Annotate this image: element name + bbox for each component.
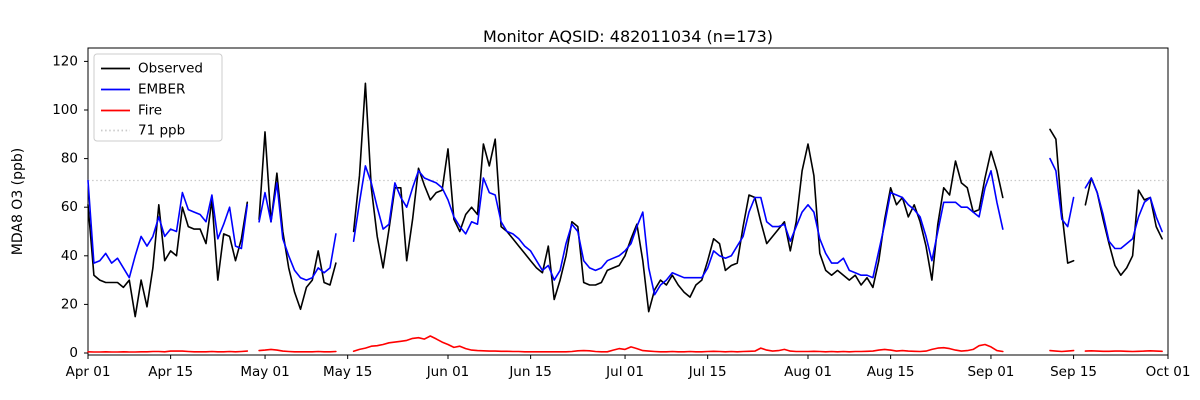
observed-line (87, 82, 1163, 318)
chart-title: Monitor AQSID: 482011034 (n=173) (482, 27, 774, 46)
x-tick-label: Jul 15 (688, 364, 727, 380)
y-tick-label: 40 (61, 248, 78, 264)
x-tick-label: Sep 01 (967, 364, 1014, 380)
x-tick-label: Jul 01 (605, 364, 644, 380)
x-tick-label: Apr 01 (66, 364, 111, 380)
fire-line (87, 335, 1163, 353)
x-tick-label: Aug 15 (867, 364, 915, 380)
x-tick-label: Apr 15 (148, 364, 193, 380)
y-tick-label: 0 (69, 345, 78, 361)
x-tick-label: May 01 (240, 364, 289, 380)
x-tick-label: Aug 01 (784, 364, 832, 380)
x-tick-label: Jun 15 (508, 364, 552, 380)
legend-label-observed: Observed (138, 61, 203, 77)
legend-label-ember: EMBER (138, 82, 185, 98)
legend-box (93, 53, 223, 142)
x-tick-label: Sep 15 (1050, 364, 1097, 380)
x-tick-label: Oct 01 (1146, 364, 1191, 380)
ember-line (87, 157, 1163, 296)
y-tick-label: 100 (52, 102, 78, 118)
x-tick-label: May 15 (323, 364, 372, 380)
y-tick-label: 120 (52, 53, 78, 69)
legend-label-fire: Fire (138, 103, 162, 119)
legend-label-71-ppb: 71 ppb (138, 123, 185, 139)
x-tick-label: Jun 01 (426, 364, 470, 380)
y-axis-label: MDA8 O3 (ppb) (10, 148, 26, 256)
plot-border (87, 47, 1169, 356)
y-tick-label: 80 (61, 151, 78, 167)
y-tick-label: 20 (61, 296, 78, 312)
y-tick-label: 60 (61, 199, 78, 215)
